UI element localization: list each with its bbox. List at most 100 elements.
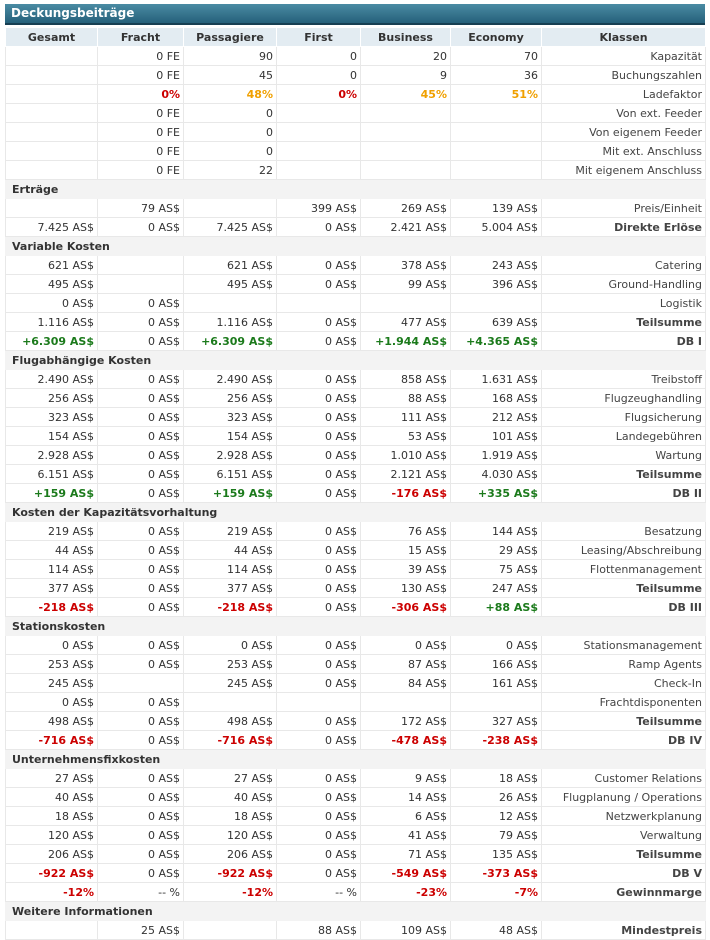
cell-fracht: 0 AS$ bbox=[97, 483, 184, 503]
cell-passagiere: -716 AS$ bbox=[183, 730, 277, 750]
cell-first: 0% bbox=[276, 84, 361, 104]
row-label: Mit eigenem Anschluss bbox=[541, 160, 706, 180]
cell-gesamt: -922 AS$ bbox=[5, 863, 98, 883]
cell-passagiere: 22 bbox=[183, 160, 277, 180]
table-row: 7.425 AS$ 0 AS$ 7.425 AS$ 0 AS$ 2.421 AS$ 5.0… bbox=[5, 217, 706, 237]
cell-business: 39 AS$ bbox=[360, 559, 451, 579]
row-label: Verwaltung bbox=[541, 825, 706, 845]
cell-fracht: 0 AS$ bbox=[97, 692, 184, 712]
cell-economy: 1.631 AS$ bbox=[450, 369, 542, 389]
cell-first: 0 AS$ bbox=[276, 787, 361, 807]
cell-business: 269 AS$ bbox=[360, 198, 451, 218]
cell-business: 9 bbox=[360, 65, 451, 85]
cell-fracht: 0 AS$ bbox=[97, 635, 184, 655]
cell-economy: 161 AS$ bbox=[450, 673, 542, 693]
cell-business: 378 AS$ bbox=[360, 255, 451, 275]
cell-gesamt: 206 AS$ bbox=[5, 844, 98, 864]
cell-business: 1.010 AS$ bbox=[360, 445, 451, 465]
cell-first: 0 AS$ bbox=[276, 521, 361, 541]
row-label: Customer Relations bbox=[541, 768, 706, 788]
cell-passagiere: +6.309 AS$ bbox=[183, 331, 277, 351]
cell-passagiere: 27 AS$ bbox=[183, 768, 277, 788]
cell-economy: 51% bbox=[450, 84, 542, 104]
cell-business: 109 AS$ bbox=[360, 920, 451, 940]
cell-passagiere: 6.151 AS$ bbox=[183, 464, 277, 484]
row-label: Besatzung bbox=[541, 521, 706, 541]
cell-gesamt: 377 AS$ bbox=[5, 578, 98, 598]
cell-fracht: 0 FE bbox=[97, 103, 184, 123]
table-body: 0 FE 90 0 20 70 Kapazität 0 FE 45 0 9 36 Buchungsza… bbox=[5, 46, 706, 940]
cell-fracht: 0 AS$ bbox=[97, 312, 184, 332]
row-label: Netzwerkplanung bbox=[541, 806, 706, 826]
cell-first: 0 AS$ bbox=[276, 768, 361, 788]
cell-economy: 327 AS$ bbox=[450, 711, 542, 731]
cell-business: -23% bbox=[360, 882, 451, 902]
cell-economy: 4.030 AS$ bbox=[450, 464, 542, 484]
cell-business: -306 AS$ bbox=[360, 597, 451, 617]
cell-business: +1.944 AS$ bbox=[360, 331, 451, 351]
cell-business: 15 AS$ bbox=[360, 540, 451, 560]
cell-business: 87 AS$ bbox=[360, 654, 451, 674]
cell-business: 20 bbox=[360, 46, 451, 66]
cell-gesamt bbox=[5, 920, 98, 940]
cell-gesamt: 0 AS$ bbox=[5, 692, 98, 712]
cell-business: -549 AS$ bbox=[360, 863, 451, 883]
cell-first bbox=[276, 160, 361, 180]
cell-first: 0 bbox=[276, 65, 361, 85]
cell-fracht: 0 FE bbox=[97, 122, 184, 142]
cell-fracht: 0 FE bbox=[97, 65, 184, 85]
section-header-row: Kosten der Kapazitätsvorhaltung bbox=[5, 502, 706, 522]
cell-business: 99 AS$ bbox=[360, 274, 451, 294]
row-label: Teilsumme bbox=[541, 578, 706, 598]
row-label: DB V bbox=[541, 863, 706, 883]
cell-passagiere: 206 AS$ bbox=[183, 844, 277, 864]
col-header-business: Business bbox=[360, 27, 451, 47]
table-row: 219 AS$ 0 AS$ 219 AS$ 0 AS$ 76 AS$ 144 AS$ Bes… bbox=[5, 521, 706, 541]
cell-economy bbox=[450, 293, 542, 313]
table-row: 323 AS$ 0 AS$ 323 AS$ 0 AS$ 111 AS$ 212 AS$ Fl… bbox=[5, 407, 706, 427]
cell-gesamt: +6.309 AS$ bbox=[5, 331, 98, 351]
table-row: 0 FE 90 0 20 70 Kapazität bbox=[5, 46, 706, 66]
cell-economy: 79 AS$ bbox=[450, 825, 542, 845]
cell-fracht: 0 AS$ bbox=[97, 597, 184, 617]
cell-economy bbox=[450, 160, 542, 180]
cell-fracht: 0 AS$ bbox=[97, 521, 184, 541]
cell-gesamt bbox=[5, 122, 98, 142]
cell-gesamt bbox=[5, 198, 98, 218]
cell-passagiere: 2.490 AS$ bbox=[183, 369, 277, 389]
cell-passagiere: 7.425 AS$ bbox=[183, 217, 277, 237]
table-row: 40 AS$ 0 AS$ 40 AS$ 0 AS$ 14 AS$ 26 AS$ Flugpl… bbox=[5, 787, 706, 807]
table-row: 1.116 AS$ 0 AS$ 1.116 AS$ 0 AS$ 477 AS$ 639 A… bbox=[5, 312, 706, 332]
cell-first: 0 AS$ bbox=[276, 388, 361, 408]
cell-fracht: 79 AS$ bbox=[97, 198, 184, 218]
cell-passagiere: 1.116 AS$ bbox=[183, 312, 277, 332]
cell-first bbox=[276, 122, 361, 142]
cell-economy: 12 AS$ bbox=[450, 806, 542, 826]
cell-passagiere: 18 AS$ bbox=[183, 806, 277, 826]
cell-fracht bbox=[97, 673, 184, 693]
cell-economy: 639 AS$ bbox=[450, 312, 542, 332]
cell-economy bbox=[450, 692, 542, 712]
cell-first: 0 AS$ bbox=[276, 654, 361, 674]
cell-economy: 70 bbox=[450, 46, 542, 66]
cell-business bbox=[360, 692, 451, 712]
row-label: Leasing/Abschreibung bbox=[541, 540, 706, 560]
cell-passagiere: 219 AS$ bbox=[183, 521, 277, 541]
panel-title: Deckungsbeiträge bbox=[5, 4, 705, 25]
row-label: Treibstoff bbox=[541, 369, 706, 389]
table-row: 6.151 AS$ 0 AS$ 6.151 AS$ 0 AS$ 2.121 AS$ 4.0… bbox=[5, 464, 706, 484]
cell-fracht: 0 AS$ bbox=[97, 217, 184, 237]
row-label: Check-In bbox=[541, 673, 706, 693]
col-header-fracht: Fracht bbox=[97, 27, 184, 47]
cell-gesamt: 253 AS$ bbox=[5, 654, 98, 674]
cell-fracht: 0 AS$ bbox=[97, 331, 184, 351]
cell-passagiere: 120 AS$ bbox=[183, 825, 277, 845]
cell-business: 41 AS$ bbox=[360, 825, 451, 845]
cell-first: 0 AS$ bbox=[276, 578, 361, 598]
cell-gesamt: 44 AS$ bbox=[5, 540, 98, 560]
cell-passagiere: 377 AS$ bbox=[183, 578, 277, 598]
cell-economy: 144 AS$ bbox=[450, 521, 542, 541]
cell-first: 0 AS$ bbox=[276, 844, 361, 864]
contribution-panel: Deckungsbeiträge Gesamt Fracht Passagier… bbox=[5, 4, 706, 940]
cell-gesamt: 256 AS$ bbox=[5, 388, 98, 408]
